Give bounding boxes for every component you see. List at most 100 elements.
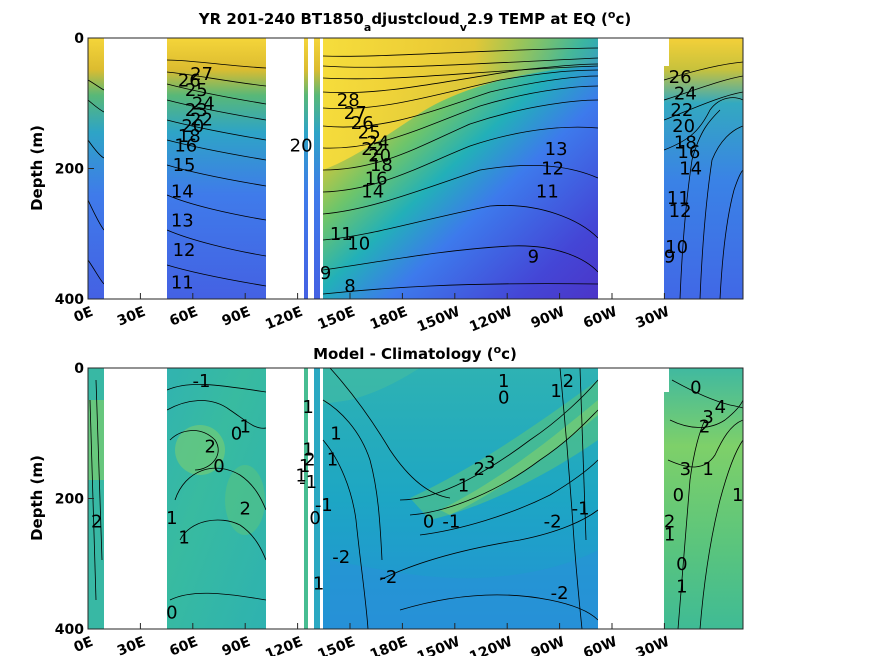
x-tick-label: 120W	[467, 634, 514, 656]
contour-label: 20	[290, 136, 313, 157]
top-contours	[88, 47, 743, 299]
contour-label: 2	[304, 449, 315, 470]
x-tick-label: 90W	[529, 304, 567, 332]
x-tick-label: 150E	[316, 304, 358, 333]
land-mask	[104, 38, 167, 299]
contour-label: 0	[423, 511, 434, 532]
land-mask	[104, 368, 167, 629]
bottom-ylabel: Depth (m)	[28, 455, 46, 541]
y-tick-label: 400	[55, 622, 84, 638]
contour-label: 26	[669, 67, 692, 88]
contour-label: 2	[205, 436, 216, 457]
contour-label: 13	[171, 211, 194, 232]
x-tick-label: 60W	[581, 634, 619, 656]
top-heatmap	[88, 38, 743, 299]
contour-label: 0	[690, 378, 701, 399]
contour-label: 1	[302, 397, 313, 418]
x-tick-label: 150W	[415, 304, 462, 336]
contour-label: 1	[295, 466, 306, 487]
contour-label: 27	[190, 64, 213, 85]
contour-label: 2	[91, 511, 102, 532]
bottom-panel: Model - Climatology (oc)	[28, 343, 744, 656]
x-tick-label: 30E	[115, 304, 148, 330]
contour-label: 12	[541, 159, 564, 180]
contour-label: 23	[185, 100, 208, 121]
contour-label: 2	[699, 417, 710, 438]
contour-label: -1	[315, 495, 333, 516]
contour-label: 9	[528, 247, 539, 268]
x-tick-label: 30W	[634, 304, 672, 332]
top-ylabel: Depth (m)	[28, 125, 46, 211]
contour-label: -1	[299, 472, 317, 493]
contour-label: 1	[702, 459, 713, 480]
contour-label: 0	[213, 456, 224, 477]
contour-label: 14	[171, 181, 194, 202]
contour-label: 14	[361, 181, 384, 202]
contour-label: 2	[239, 498, 250, 519]
contour-label: -1	[193, 371, 211, 392]
land-mask	[598, 38, 664, 299]
contour-label: 24	[366, 132, 389, 153]
contour-label: -1	[442, 511, 460, 532]
contour-label: 25	[358, 123, 381, 144]
contour-label: 1	[302, 440, 313, 461]
contour-label: 0	[498, 387, 509, 408]
bottom-contours	[89, 368, 743, 629]
x-tick-label: 60W	[581, 304, 619, 332]
top-y-ticks: 0 200 400	[55, 31, 94, 308]
contour-label: 0	[673, 485, 684, 506]
land-mask	[266, 38, 304, 299]
contour-label: 4	[715, 397, 726, 418]
contour-label: 1	[178, 528, 189, 549]
contour-label: 1	[330, 423, 341, 444]
contour-label: -2	[379, 567, 397, 588]
x-tick-label: 90E	[220, 634, 253, 656]
contour-label: 22	[361, 139, 384, 160]
x-tick-label: 150W	[415, 634, 462, 656]
x-tick-label: 90W	[529, 634, 567, 656]
x-tick-label: 150E	[316, 634, 358, 656]
contour-label: 24	[674, 83, 697, 104]
contour-label: 25	[185, 80, 208, 101]
top-panel: YR 201-240 BT1850adjustcloudv2.9 TEMP at…	[28, 8, 744, 336]
contour-label: 10	[665, 237, 688, 258]
contour-label: 1	[664, 524, 675, 545]
contour-label: 1	[299, 456, 310, 477]
land-mask	[598, 368, 664, 629]
contour-label: 11	[667, 188, 690, 209]
contour-label: 1	[498, 371, 509, 392]
x-tick-label: 180E	[368, 304, 410, 333]
x-tick-label: 180E	[368, 634, 410, 656]
contour-label: 24	[192, 93, 215, 114]
y-tick-label: 0	[74, 361, 84, 377]
contour-label: 1	[327, 449, 338, 470]
contour-label: -2	[332, 547, 350, 568]
contour-label: 1	[313, 573, 324, 594]
land-mask	[266, 368, 304, 629]
x-tick-label: 60E	[167, 634, 200, 656]
contour-label: 28	[337, 90, 360, 111]
contour-label: -2	[551, 583, 569, 604]
contour-label: 20	[672, 116, 695, 137]
contour-label: 0	[231, 423, 242, 444]
contour-label: 0	[676, 554, 687, 575]
contour-label: 1	[732, 485, 743, 506]
x-tick-label: 0E	[72, 634, 96, 656]
contour-label: 9	[320, 263, 331, 284]
contour-label: 11	[536, 181, 559, 202]
x-tick-label: 120E	[263, 634, 305, 656]
contour-label: 3	[702, 407, 713, 428]
y-tick-label: 400	[55, 292, 84, 308]
contour-label: -1	[572, 498, 590, 519]
contour-label: 15	[173, 155, 196, 176]
contour-label: 12	[173, 240, 196, 261]
contour-label: 8	[344, 276, 355, 297]
contour-label: 16	[677, 142, 700, 163]
contour-label: 26	[351, 113, 374, 134]
contour-label: 1	[239, 417, 250, 438]
contour-label: 11	[330, 224, 353, 245]
contour-label: 13	[545, 139, 568, 160]
contour-label: 1	[676, 577, 687, 598]
contour-label: 26	[178, 70, 201, 91]
